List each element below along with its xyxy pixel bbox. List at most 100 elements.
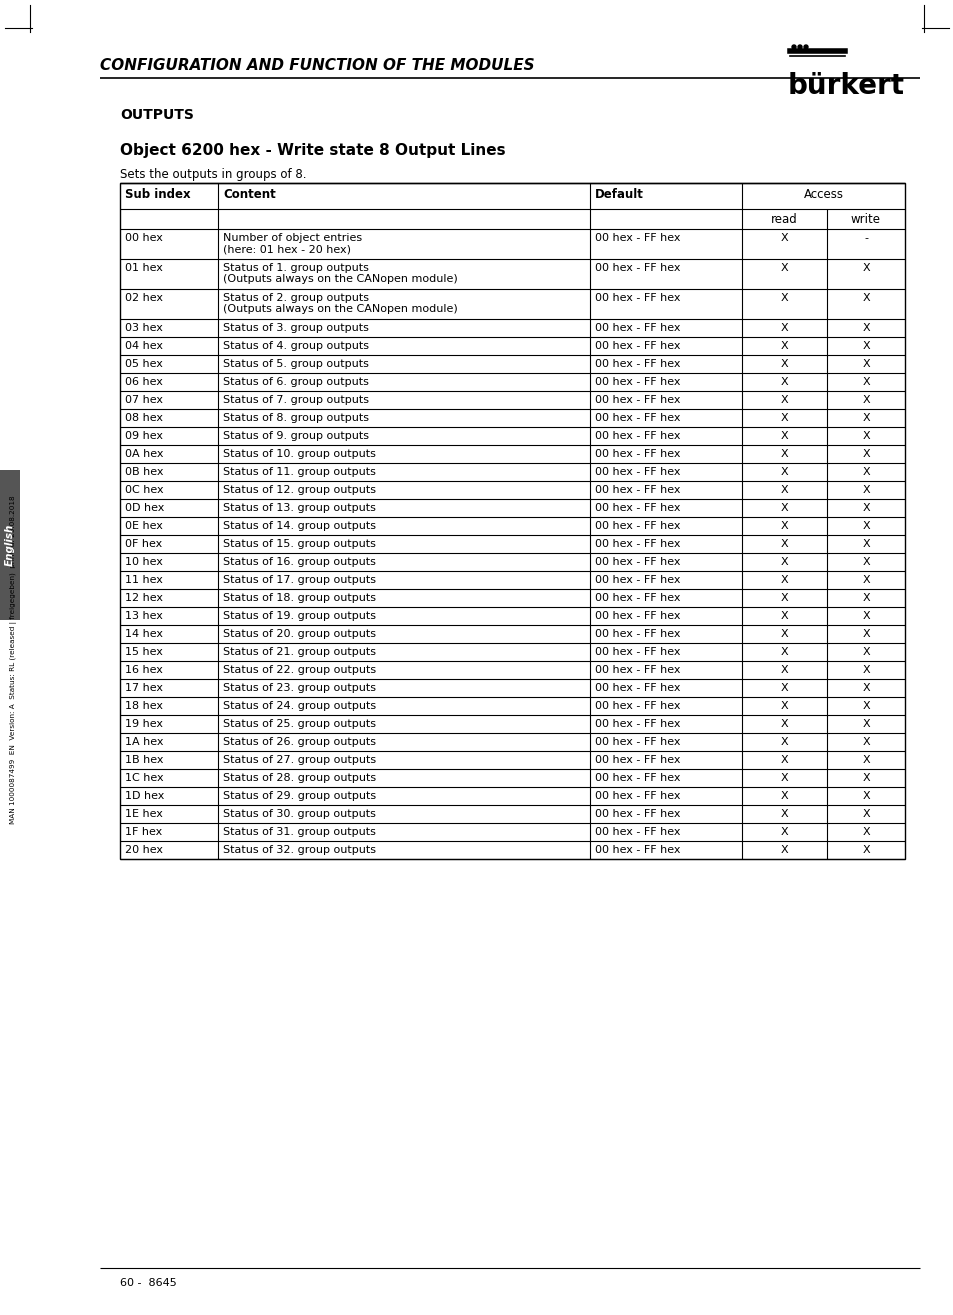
Text: 00 hex - FF hex: 00 hex - FF hex <box>595 263 679 274</box>
Text: Access: Access <box>802 188 842 201</box>
Text: OUTPUTS: OUTPUTS <box>120 108 193 122</box>
Text: 00 hex - FF hex: 00 hex - FF hex <box>595 504 679 513</box>
Text: 16 hex: 16 hex <box>125 665 163 675</box>
Text: X: X <box>862 359 869 370</box>
Text: X: X <box>862 341 869 351</box>
Text: 00 hex - FF hex: 00 hex - FF hex <box>595 431 679 441</box>
Text: MAN 1000087499  EN  Version: A  Status: RL (released | freigegeben)  printed: 29: MAN 1000087499 EN Version: A Status: RL … <box>10 496 17 825</box>
Text: Status of 30. group outputs: Status of 30. group outputs <box>223 809 375 819</box>
Text: X: X <box>780 611 787 621</box>
Text: 14 hex: 14 hex <box>125 629 163 639</box>
Text: Status of 20. group outputs: Status of 20. group outputs <box>223 629 375 639</box>
Bar <box>120 183 904 859</box>
Text: 00 hex - FF hex: 00 hex - FF hex <box>595 611 679 621</box>
Text: Status of 4. group outputs: Status of 4. group outputs <box>223 341 369 351</box>
Text: 0A hex: 0A hex <box>125 448 163 459</box>
Text: Sub index: Sub index <box>125 188 191 201</box>
Text: X: X <box>780 394 787 405</box>
Text: 00 hex - FF hex: 00 hex - FF hex <box>595 593 679 604</box>
Text: read: read <box>770 213 797 226</box>
Text: X: X <box>862 377 869 387</box>
Text: X: X <box>780 682 787 693</box>
Text: X: X <box>780 467 787 477</box>
Text: X: X <box>862 521 869 531</box>
Text: 00 hex: 00 hex <box>125 233 163 243</box>
Text: X: X <box>862 593 869 604</box>
Text: 0C hex: 0C hex <box>125 485 164 494</box>
Text: Status of 21. group outputs: Status of 21. group outputs <box>223 647 375 658</box>
Text: X: X <box>862 431 869 441</box>
Text: 00 hex - FF hex: 00 hex - FF hex <box>595 359 679 370</box>
Text: 19 hex: 19 hex <box>125 719 163 729</box>
Text: X: X <box>862 485 869 494</box>
Text: X: X <box>780 755 787 765</box>
Text: 00 hex - FF hex: 00 hex - FF hex <box>595 682 679 693</box>
Text: -: - <box>863 233 867 243</box>
Text: 00 hex - FF hex: 00 hex - FF hex <box>595 719 679 729</box>
Text: Status of 25. group outputs: Status of 25. group outputs <box>223 719 375 729</box>
Text: X: X <box>862 629 869 639</box>
Text: X: X <box>862 736 869 747</box>
Text: 11 hex: 11 hex <box>125 575 163 585</box>
Text: X: X <box>780 558 787 567</box>
Text: X: X <box>862 323 869 333</box>
Text: X: X <box>780 431 787 441</box>
Text: X: X <box>780 773 787 782</box>
Text: 00 hex - FF hex: 00 hex - FF hex <box>595 521 679 531</box>
Text: 00 hex - FF hex: 00 hex - FF hex <box>595 323 679 333</box>
Text: X: X <box>780 448 787 459</box>
Text: X: X <box>780 719 787 729</box>
Text: 02 hex: 02 hex <box>125 293 163 302</box>
Text: 00 hex - FF hex: 00 hex - FF hex <box>595 773 679 782</box>
Text: X: X <box>780 263 787 274</box>
Text: X: X <box>862 263 869 274</box>
Text: 00 hex - FF hex: 00 hex - FF hex <box>595 558 679 567</box>
Text: 00 hex - FF hex: 00 hex - FF hex <box>595 467 679 477</box>
Text: 00 hex - FF hex: 00 hex - FF hex <box>595 413 679 423</box>
Text: 04 hex: 04 hex <box>125 341 163 351</box>
Text: Status of 17. group outputs: Status of 17. group outputs <box>223 575 375 585</box>
Text: X: X <box>862 467 869 477</box>
Circle shape <box>797 45 801 49</box>
Text: X: X <box>862 755 869 765</box>
Text: 12 hex: 12 hex <box>125 593 163 604</box>
Text: Status of 29. group outputs: Status of 29. group outputs <box>223 792 375 801</box>
Text: X: X <box>862 809 869 819</box>
Text: English: English <box>5 523 15 567</box>
Text: write: write <box>850 213 880 226</box>
Text: 08 hex: 08 hex <box>125 413 163 423</box>
Text: X: X <box>780 593 787 604</box>
Text: X: X <box>780 736 787 747</box>
Text: (Outputs always on the CANopen module): (Outputs always on the CANopen module) <box>223 304 457 314</box>
Text: bürkert: bürkert <box>787 72 904 100</box>
Text: X: X <box>780 377 787 387</box>
Text: X: X <box>862 773 869 782</box>
Text: X: X <box>862 647 869 658</box>
Text: Status of 12. group outputs: Status of 12. group outputs <box>223 485 375 494</box>
Text: X: X <box>862 575 869 585</box>
Text: X: X <box>862 792 869 801</box>
Text: X: X <box>780 233 787 243</box>
Text: X: X <box>780 485 787 494</box>
Text: Status of 9. group outputs: Status of 9. group outputs <box>223 431 369 441</box>
Text: 18 hex: 18 hex <box>125 701 163 711</box>
Bar <box>0 469 20 619</box>
Text: X: X <box>780 504 787 513</box>
Text: Status of 28. group outputs: Status of 28. group outputs <box>223 773 375 782</box>
Text: 05 hex: 05 hex <box>125 359 163 370</box>
Text: 10 hex: 10 hex <box>125 558 163 567</box>
Text: X: X <box>780 359 787 370</box>
Text: 00 hex - FF hex: 00 hex - FF hex <box>595 293 679 302</box>
Text: 00 hex - FF hex: 00 hex - FF hex <box>595 394 679 405</box>
Text: X: X <box>780 575 787 585</box>
Text: 09 hex: 09 hex <box>125 431 163 441</box>
Text: 20 hex: 20 hex <box>125 846 163 855</box>
Text: 00 hex - FF hex: 00 hex - FF hex <box>595 647 679 658</box>
Text: 06 hex: 06 hex <box>125 377 163 387</box>
Text: X: X <box>780 521 787 531</box>
Text: X: X <box>862 682 869 693</box>
Text: 07 hex: 07 hex <box>125 394 163 405</box>
Text: X: X <box>862 293 869 302</box>
Text: Status of 8. group outputs: Status of 8. group outputs <box>223 413 369 423</box>
Text: Status of 3. group outputs: Status of 3. group outputs <box>223 323 369 333</box>
